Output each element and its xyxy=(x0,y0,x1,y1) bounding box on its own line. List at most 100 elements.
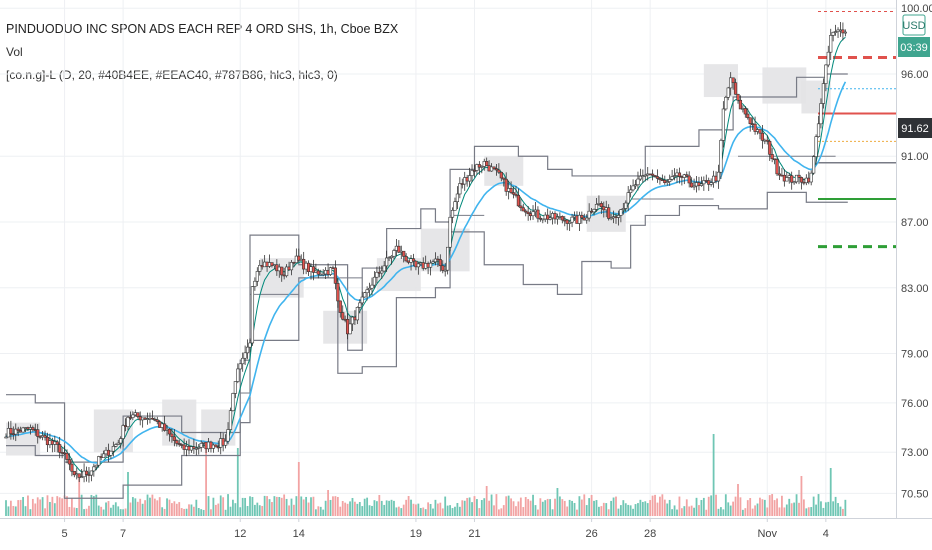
volume-bar xyxy=(131,497,134,516)
candle xyxy=(175,439,179,447)
candle xyxy=(626,186,630,212)
candle xyxy=(67,453,72,471)
volume-bar xyxy=(798,502,800,516)
volume-bar xyxy=(197,507,200,516)
candle-body xyxy=(541,218,545,221)
candle-body xyxy=(126,416,130,427)
volume-bar xyxy=(139,498,142,516)
candle-body xyxy=(826,51,830,66)
candle xyxy=(253,277,257,291)
candle xyxy=(94,464,98,471)
volume-bar xyxy=(710,495,713,516)
candle-body xyxy=(753,123,757,132)
candle xyxy=(502,177,506,187)
volume-bar xyxy=(110,507,112,516)
volume-bar xyxy=(583,494,586,516)
candle xyxy=(363,292,367,298)
candle xyxy=(821,78,825,109)
volume-bar xyxy=(368,505,371,516)
price-tick-label: 70.50 xyxy=(901,488,929,500)
volume-bar xyxy=(834,496,837,516)
volume-bar xyxy=(478,508,481,516)
volume-bar xyxy=(659,496,661,516)
volume-bar xyxy=(698,505,700,516)
volume-bar xyxy=(70,498,73,516)
candle xyxy=(9,420,13,440)
volume-bar xyxy=(212,497,215,516)
candle xyxy=(453,197,457,211)
volume-bar xyxy=(119,509,122,516)
candle xyxy=(843,29,847,37)
volume-bar xyxy=(571,500,573,516)
volume-bar xyxy=(820,501,822,516)
volume-bar xyxy=(617,508,620,516)
volume-bar xyxy=(768,495,771,516)
candle-body xyxy=(733,82,738,95)
candle xyxy=(167,428,172,442)
volume-bar xyxy=(351,497,354,516)
candle xyxy=(116,439,120,445)
candle-body xyxy=(516,195,520,207)
candle-body xyxy=(502,177,506,180)
volume-bar xyxy=(576,509,578,516)
volume-bar xyxy=(278,496,281,516)
candle-body xyxy=(841,29,845,34)
candle xyxy=(736,93,740,104)
candle xyxy=(609,213,613,221)
volume-bar xyxy=(144,500,146,516)
time-tick-label: 28 xyxy=(644,528,656,540)
volume-bar xyxy=(717,508,720,516)
last-price-badge xyxy=(898,118,932,138)
candle-body xyxy=(624,202,628,209)
channel-shade-11 xyxy=(762,67,807,104)
volume-bar xyxy=(5,500,7,516)
candle-body xyxy=(690,182,694,188)
candle xyxy=(521,203,525,212)
candle xyxy=(568,220,572,231)
volume-bar xyxy=(427,502,430,516)
volume-bar xyxy=(788,498,791,516)
volume-legend[interactable]: Vol xyxy=(6,45,23,59)
candle-body xyxy=(389,255,394,258)
candle xyxy=(494,163,499,176)
candle xyxy=(770,148,774,163)
candle-body xyxy=(311,266,316,273)
candle xyxy=(228,407,233,430)
volume-bar xyxy=(156,500,159,516)
volume-bar xyxy=(593,500,595,516)
candle xyxy=(719,138,723,179)
volume-bar xyxy=(163,508,166,516)
candle xyxy=(89,470,93,482)
price-tick-label: 76.00 xyxy=(901,398,929,410)
volume-bar xyxy=(161,507,164,516)
candle-body xyxy=(416,263,420,268)
volume-bar xyxy=(419,507,422,516)
candle-body xyxy=(467,175,472,182)
volume-bar xyxy=(239,507,242,516)
candle-body xyxy=(58,444,62,453)
price-tick-label: 87.00 xyxy=(901,217,929,229)
candle xyxy=(231,392,235,412)
volume-bar xyxy=(588,498,591,516)
candle-body xyxy=(687,175,691,184)
volume-bar xyxy=(358,502,361,516)
candle xyxy=(36,424,40,444)
indicator-legend[interactable]: [co.n.g]-L (D, 20, #40B4EE, #EEAC40, #78… xyxy=(6,68,338,82)
volume-bar xyxy=(422,507,425,516)
volume-bar xyxy=(773,500,776,516)
candle-body xyxy=(609,217,613,220)
volume-bar xyxy=(634,504,637,516)
volume-bar xyxy=(402,504,405,516)
candle xyxy=(594,198,599,212)
candle xyxy=(341,305,345,321)
candle xyxy=(524,209,528,217)
volume-bar xyxy=(102,509,105,516)
candle xyxy=(372,271,377,288)
volume-bar xyxy=(224,509,227,516)
volume-bar xyxy=(363,498,366,516)
volume-bar xyxy=(354,501,356,516)
candle xyxy=(536,206,540,223)
volume-bar xyxy=(388,500,390,516)
volume-bar xyxy=(527,499,530,516)
